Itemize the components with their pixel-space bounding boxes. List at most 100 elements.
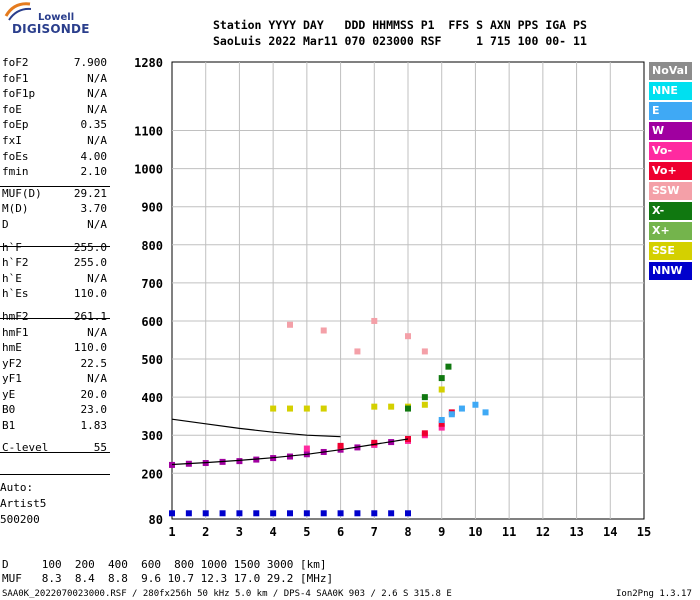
autoscaled-trace — [171, 438, 409, 466]
data-point-ssw — [421, 348, 428, 355]
param-row: C-level 55 — [0, 440, 112, 456]
param-separator — [0, 186, 110, 187]
param-name: fmin — [2, 165, 29, 179]
data-point-e — [438, 416, 445, 423]
data-point-nnw — [219, 510, 226, 517]
param-row: h`Es 110.0 — [0, 286, 112, 302]
x-tick-label: 3 — [236, 525, 243, 539]
logo-arc-icon — [4, 2, 32, 21]
data-point-sse — [388, 403, 395, 410]
legend-item-nnw: NNW — [649, 262, 692, 280]
data-point-sse — [421, 401, 428, 408]
param-value: 22.5 — [80, 356, 108, 370]
param-name: h`Es — [2, 287, 29, 301]
param-row: h`E N/A — [0, 271, 112, 287]
param-value: 110.0 — [73, 287, 107, 301]
param-value: 261.1 — [73, 309, 107, 323]
param-name: fxI — [2, 133, 22, 147]
legend-item-vominus: Vo- — [649, 142, 692, 160]
digisonde-logo: Lowell DIGISONDE — [0, 0, 89, 46]
x-tick-label: 11 — [502, 525, 516, 539]
legend-item-xplus: X+ — [649, 222, 692, 240]
param-name: M(D) — [2, 202, 29, 216]
param-row: foF2 7.900 — [0, 55, 112, 71]
param-value: 2.10 — [80, 165, 108, 179]
data-point-sse — [438, 386, 445, 393]
data-point-x — [421, 394, 428, 401]
data-point-ssw — [371, 317, 378, 324]
param-name: h`F2 — [2, 256, 29, 270]
param-separator — [0, 452, 110, 453]
y-tick-label: 600 — [141, 315, 163, 329]
scaled-parameters-panel: foF2 7.900 foF1 N/A foF1p N/A foE N/A foEp 0.35 fx… — [0, 55, 112, 455]
y-tick-label: 700 — [141, 277, 163, 291]
param-row: B0 23.0 — [0, 402, 112, 418]
x-tick-label: 15 — [637, 525, 651, 539]
y-tick-label: 1280 — [134, 56, 163, 70]
logo-brand: Lowell — [38, 12, 75, 23]
param-value: N/A — [87, 372, 107, 386]
data-point-ssw — [354, 348, 361, 355]
x-tick-label: 5 — [303, 525, 310, 539]
param-name: B0 — [2, 403, 16, 417]
param-row: foF1p N/A — [0, 86, 112, 102]
param-value: 3.70 — [80, 202, 108, 216]
data-point-ssw — [320, 327, 327, 334]
autoscale-label: Auto: — [0, 481, 34, 494]
x-tick-label: 14 — [603, 525, 617, 539]
autoscaled-trace — [171, 418, 341, 438]
data-point-vo — [303, 445, 310, 452]
data-point-nnw — [337, 510, 344, 517]
param-separator — [0, 246, 110, 247]
param-name: hmF1 — [2, 325, 29, 339]
legend-item-nne: NNE — [649, 82, 692, 100]
param-row: MUF(D) 29.21 — [0, 186, 112, 202]
param-name: D — [2, 217, 9, 231]
data-point-nnw — [169, 510, 175, 517]
version-label: Ion2Png 1.3.17 — [616, 589, 692, 599]
param-value: 55 — [93, 440, 107, 454]
autoscale-code: 500200 — [0, 513, 40, 526]
data-point-w — [236, 458, 243, 465]
param-value: 255.0 — [73, 256, 107, 270]
param-name: hmF2 — [2, 309, 29, 323]
data-point-sse — [287, 405, 293, 412]
data-point-nnw — [253, 510, 260, 517]
param-value: N/A — [87, 102, 107, 116]
param-value: 23.0 — [80, 403, 108, 417]
param-name: hmE — [2, 341, 22, 355]
param-row: hmF2 261.1 — [0, 309, 112, 325]
param-value: N/A — [87, 133, 107, 147]
param-separator — [0, 474, 110, 475]
param-value: 4.00 — [80, 149, 108, 163]
legend-item-e: E — [649, 102, 692, 120]
param-row: h`F 255.0 — [0, 240, 112, 256]
param-name: foF2 — [2, 56, 29, 69]
ionogram-plot: 1 2 3 4 5 6 7 8 9 10 11 12 13 14 158020030040050060070… — [134, 56, 651, 539]
data-point-e — [472, 401, 479, 408]
y-tick-label: 300 — [141, 429, 163, 443]
y-tick-label: 500 — [141, 353, 163, 367]
param-name: MUF(D) — [2, 186, 42, 200]
param-row: foF1 N/A — [0, 71, 112, 87]
param-row: yE 20.0 — [0, 387, 112, 403]
data-point-w — [169, 461, 175, 468]
data-point-sse — [371, 403, 378, 410]
param-name: yF2 — [2, 356, 22, 370]
param-value: 110.0 — [73, 341, 107, 355]
param-value: 29.21 — [73, 186, 107, 200]
legend-item-xminus: X- — [649, 202, 692, 220]
y-tick-label: 200 — [141, 467, 163, 481]
param-value: N/A — [87, 87, 107, 101]
param-row: hmF1 N/A — [0, 325, 112, 341]
param-name: yF1 — [2, 372, 22, 386]
legend-item-noval: NoVal — [649, 62, 692, 80]
param-name: h`E — [2, 271, 22, 285]
param-name: foE — [2, 102, 22, 116]
param-name: B1 — [2, 419, 16, 433]
x-tick-label: 6 — [337, 525, 344, 539]
data-point-sse — [303, 405, 310, 412]
x-tick-label: 8 — [404, 525, 411, 539]
data-point-nnw — [303, 510, 310, 517]
param-value: 20.0 — [80, 387, 108, 401]
